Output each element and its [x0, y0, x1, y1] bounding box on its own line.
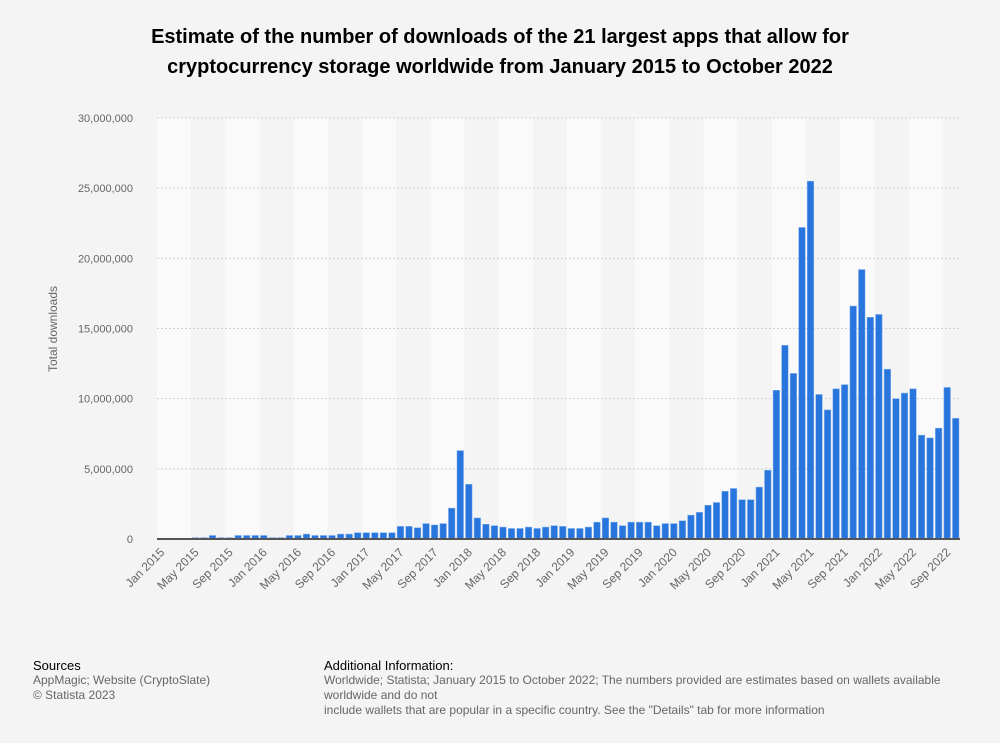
- bar: [636, 521, 644, 540]
- bar: [926, 437, 934, 540]
- bar: [678, 520, 686, 540]
- bar: [858, 269, 866, 540]
- bar: [815, 394, 823, 540]
- additional-info-block: Additional Information: Worldwide; Stati…: [324, 658, 994, 718]
- bar: [405, 526, 413, 540]
- bar: [849, 305, 857, 540]
- bar: [422, 523, 430, 540]
- bar: [687, 514, 695, 540]
- copyright-text: © Statista 2023: [33, 688, 116, 702]
- bar: [704, 505, 712, 540]
- y-tick-label: 5,000,000: [84, 464, 133, 476]
- bar-chart: 0 5,000,000 10,000,000 15,000,000 20,000,000…: [46, 113, 960, 592]
- y-tick-label: 0: [127, 534, 133, 546]
- additional-info-text-2: include wallets that are popular in a sp…: [324, 703, 825, 717]
- bar: [473, 517, 481, 540]
- background-band: [327, 118, 363, 539]
- bar: [576, 528, 584, 540]
- bar: [593, 521, 601, 540]
- bar: [559, 526, 567, 540]
- y-tick-label: 20,000,000: [78, 253, 133, 265]
- bar: [789, 373, 797, 540]
- bar: [755, 486, 763, 540]
- bar: [721, 491, 729, 540]
- bar: [567, 528, 575, 540]
- bar: [713, 502, 721, 540]
- chart-title: Estimate of the number of downloads of t…: [151, 26, 849, 78]
- bar: [516, 528, 524, 540]
- bar: [866, 317, 874, 540]
- bar: [952, 418, 960, 540]
- bar: [798, 227, 806, 540]
- background-band: [567, 118, 602, 539]
- bar: [533, 528, 541, 540]
- bar: [909, 388, 917, 540]
- bar: [525, 526, 533, 540]
- bar: [738, 499, 746, 540]
- bar: [619, 525, 627, 540]
- bar: [695, 512, 703, 540]
- bar: [670, 523, 678, 540]
- bar: [542, 526, 550, 540]
- bar: [584, 526, 592, 540]
- bar: [550, 525, 558, 540]
- y-axis-label: Total downloads: [46, 286, 60, 372]
- bar: [747, 499, 755, 540]
- bar: [499, 526, 507, 540]
- additional-info-heading: Additional Information:: [324, 658, 454, 673]
- bar: [439, 523, 447, 540]
- bar: [772, 389, 780, 540]
- background-band: [191, 118, 226, 539]
- bar: [490, 525, 498, 540]
- bar: [456, 450, 464, 540]
- bar: [610, 521, 618, 540]
- bar: [806, 180, 815, 540]
- background-band: [362, 118, 397, 539]
- sources-text: AppMagic; Website (CryptoSlate): [33, 673, 211, 687]
- bar: [832, 388, 840, 540]
- bar: [653, 525, 661, 540]
- bar: [935, 427, 943, 540]
- bar: [396, 526, 404, 540]
- background-band: [635, 118, 670, 539]
- bar: [482, 524, 490, 540]
- background-band: [259, 118, 294, 539]
- bar: [465, 484, 473, 540]
- bar: [644, 521, 652, 540]
- bar: [900, 392, 908, 540]
- bar: [448, 507, 456, 540]
- sources-block: Sources AppMagic; Website (CryptoSlate) …: [33, 658, 210, 703]
- sources-heading: Sources: [33, 658, 81, 673]
- y-tick-label: 10,000,000: [78, 394, 133, 406]
- bar: [627, 521, 635, 540]
- bar: [824, 409, 832, 540]
- background-band: [498, 118, 533, 539]
- y-tick-label: 25,000,000: [78, 183, 133, 195]
- background-band: [703, 118, 738, 539]
- y-tick-label: 15,000,000: [78, 324, 133, 336]
- bar: [918, 434, 926, 540]
- bar: [841, 384, 849, 540]
- bar: [661, 523, 669, 540]
- bar: [730, 488, 738, 540]
- bar: [764, 469, 772, 540]
- bar: [781, 345, 789, 540]
- bar: [414, 527, 422, 540]
- bar: [431, 524, 439, 540]
- bar: [875, 314, 883, 540]
- bar: [892, 398, 900, 540]
- bar: [507, 528, 516, 540]
- y-tick-label: 30,000,000: [78, 113, 133, 125]
- bar: [943, 387, 951, 540]
- bar: [601, 517, 610, 540]
- bar: [883, 368, 891, 540]
- additional-info-text-1: Worldwide; Statista; January 2015 to Oct…: [324, 673, 941, 702]
